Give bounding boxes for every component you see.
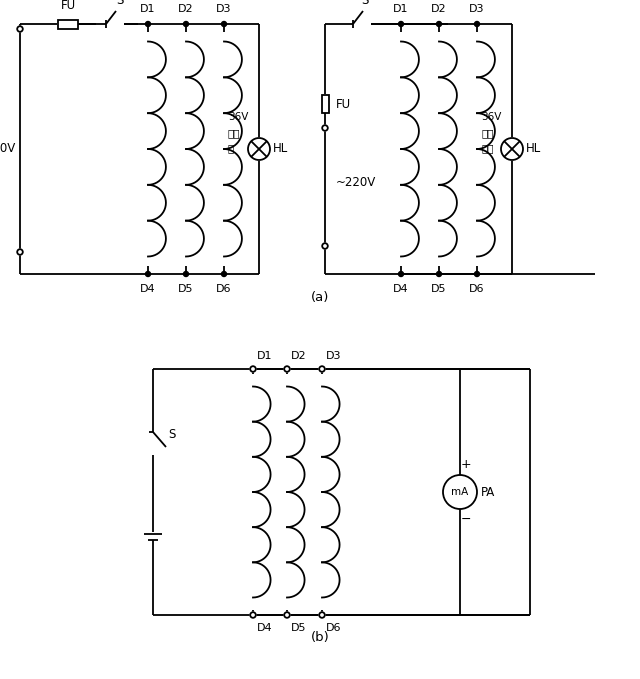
Text: ~220V: ~220V: [0, 143, 16, 155]
Circle shape: [184, 22, 189, 26]
Circle shape: [436, 22, 442, 26]
Text: D1: D1: [257, 351, 273, 361]
Circle shape: [474, 272, 479, 276]
Text: D4: D4: [393, 284, 409, 294]
Text: S: S: [116, 0, 124, 7]
Text: FU: FU: [60, 0, 76, 12]
Text: HL: HL: [273, 143, 288, 155]
Text: HL: HL: [526, 143, 541, 155]
Circle shape: [17, 26, 23, 32]
Circle shape: [250, 366, 256, 372]
Text: +: +: [461, 458, 472, 471]
Text: D5: D5: [179, 284, 194, 294]
Text: D4: D4: [140, 284, 156, 294]
Text: FU: FU: [336, 98, 351, 111]
Circle shape: [319, 366, 325, 372]
Text: D2: D2: [291, 351, 307, 361]
Circle shape: [474, 22, 479, 26]
Text: 灯泡: 灯泡: [481, 128, 493, 138]
Circle shape: [322, 243, 328, 249]
Circle shape: [184, 272, 189, 276]
Text: D1: D1: [393, 4, 409, 14]
Circle shape: [221, 272, 227, 276]
Text: mA: mA: [451, 487, 468, 497]
Text: D4: D4: [257, 623, 273, 633]
Text: 亮: 亮: [228, 143, 234, 153]
Text: D1: D1: [140, 4, 156, 14]
Text: PA: PA: [481, 485, 495, 498]
Text: S: S: [362, 0, 369, 7]
Text: 36V: 36V: [481, 112, 501, 122]
Text: D5: D5: [291, 623, 307, 633]
Circle shape: [145, 272, 150, 276]
Text: ~220V: ~220V: [336, 175, 376, 189]
Text: 不亮: 不亮: [481, 143, 493, 153]
Text: (b): (b): [310, 631, 330, 644]
Circle shape: [436, 272, 442, 276]
Circle shape: [250, 612, 256, 618]
Text: D2: D2: [178, 4, 194, 14]
Circle shape: [17, 249, 23, 255]
Text: D3: D3: [469, 4, 484, 14]
Bar: [321, 95, 328, 113]
Text: S: S: [168, 428, 175, 441]
Text: D5: D5: [431, 284, 447, 294]
Circle shape: [145, 22, 150, 26]
Text: D6: D6: [326, 623, 342, 633]
Text: (a): (a): [311, 291, 329, 304]
Text: D3: D3: [216, 4, 232, 14]
Text: D6: D6: [216, 284, 232, 294]
Bar: [58, 20, 78, 29]
Circle shape: [322, 125, 328, 131]
Text: 灯泡: 灯泡: [228, 128, 241, 138]
Circle shape: [221, 22, 227, 26]
Circle shape: [399, 272, 403, 276]
Circle shape: [284, 366, 290, 372]
Circle shape: [284, 612, 290, 618]
Text: D3: D3: [326, 351, 342, 361]
Text: 36V: 36V: [228, 112, 248, 122]
Circle shape: [319, 612, 325, 618]
Circle shape: [399, 22, 403, 26]
Text: D6: D6: [469, 284, 484, 294]
Text: −: −: [461, 513, 472, 526]
Text: D2: D2: [431, 4, 447, 14]
